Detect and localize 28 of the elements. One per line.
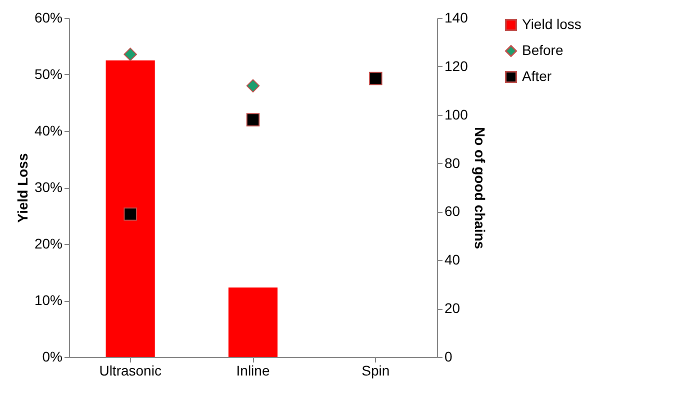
point [369, 72, 382, 86]
y2-tick-label: 80 [444, 154, 460, 171]
y2-tick-label: 100 [444, 106, 468, 122]
y2-tick-label: 120 [444, 58, 468, 74]
y-tick-label: 60% [34, 10, 62, 26]
y2-tick-label: 60 [444, 203, 460, 220]
point [246, 113, 260, 126]
y-tick-label: 50% [34, 66, 62, 82]
point [124, 208, 137, 221]
x-tick-label: Inline [236, 362, 270, 378]
y2-tick-label: 40 [444, 252, 460, 268]
y2-tick-label: 20 [444, 300, 460, 316]
y-tick-label: 20% [34, 236, 62, 252]
y2-axis-title: No of good chains [472, 126, 488, 250]
y-tick-label: 10% [34, 292, 62, 308]
y-tick-label: 30% [34, 179, 62, 195]
y2-tick-label: 0 [444, 348, 452, 364]
y2-tick-label: 140 [444, 10, 468, 26]
legend-label: After [522, 68, 552, 84]
y-tick-label: 0% [42, 348, 62, 364]
y-axis-title: Yield Loss [14, 153, 30, 223]
legend-label: Yield loss [522, 16, 582, 32]
point [124, 48, 137, 61]
x-tick-label: Ultrasonic [99, 362, 162, 378]
x-tick-label: Spin [362, 362, 390, 378]
point [246, 79, 260, 92]
legend-label: Before [522, 42, 564, 58]
y-tick-label: 40% [34, 122, 62, 138]
